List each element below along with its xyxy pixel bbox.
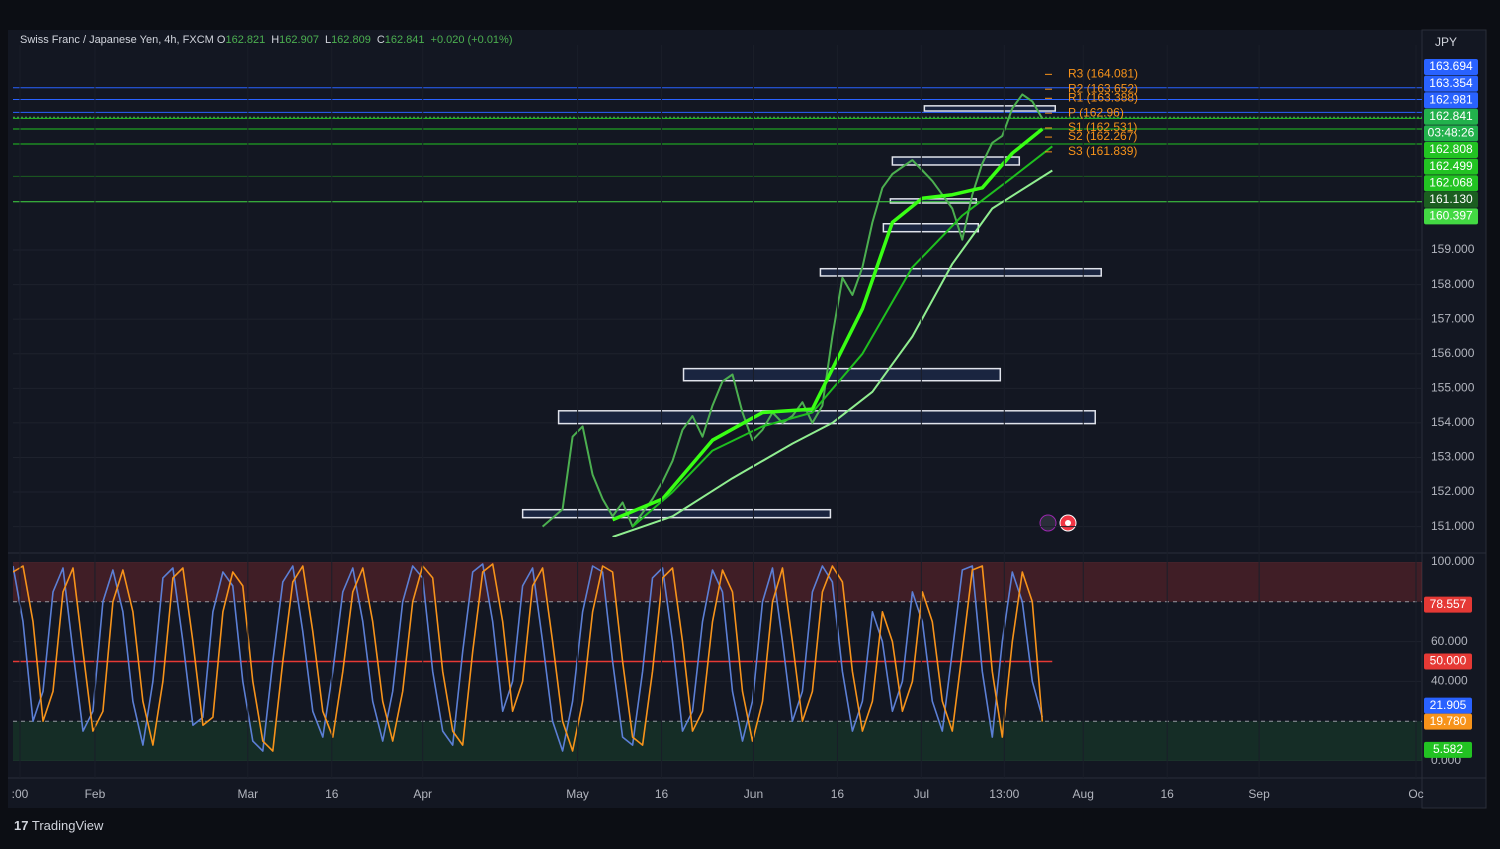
- price-tag-label: 162.981: [1429, 92, 1473, 106]
- symbol-title: Swiss Franc / Japanese Yen, 4h, FXCM: [20, 34, 214, 46]
- pivot-label: R3 (164.081): [1068, 67, 1138, 81]
- price-tag-label: 162.808: [1429, 142, 1473, 156]
- price-tag-label: 163.354: [1429, 76, 1473, 90]
- zone-box: [891, 156, 1021, 166]
- series-line: [611, 127, 1044, 522]
- price-change: +0.020 (+0.01%): [430, 34, 513, 46]
- price-tag-label: 162.841: [1429, 109, 1473, 123]
- y-tick-label: 155.000: [1431, 381, 1475, 395]
- x-tick-label: Aug: [1073, 787, 1094, 801]
- alert-icon[interactable]: [1039, 514, 1057, 532]
- pivot-label: S2 (162.267): [1068, 129, 1137, 143]
- y-tick-label: 40.000: [1431, 674, 1468, 688]
- series-line: [612, 169, 1053, 537]
- price-tag: [1424, 59, 1478, 75]
- record-icon-dot: [1065, 520, 1071, 526]
- ohlc-label: L: [324, 34, 332, 46]
- x-tick-label: :00: [12, 787, 29, 801]
- x-tick-label: 13:00: [989, 787, 1019, 801]
- y-tick-label: 153.000: [1431, 450, 1475, 464]
- y-tick-label: 156.000: [1431, 346, 1475, 360]
- x-tick-label: 16: [655, 787, 669, 801]
- currency-label: JPY: [1435, 35, 1457, 49]
- ohlc-value: 162.821: [225, 34, 266, 46]
- indicator-tag-label: 78.557: [1430, 597, 1467, 611]
- price-tag-label: 163.694: [1429, 59, 1473, 73]
- indicator-tag-label: 19.780: [1430, 714, 1467, 728]
- series-line: [13, 563, 1044, 752]
- x-tick-label: 16: [831, 787, 845, 801]
- y-tick-label: 100.000: [1431, 554, 1475, 568]
- y-tick-label: 157.000: [1431, 311, 1475, 325]
- indicator-tag: [1424, 741, 1472, 758]
- pivot-label: S1 (162.531): [1068, 120, 1137, 134]
- ohlc-label: O: [216, 34, 226, 46]
- x-tick-label: Apr: [413, 787, 432, 801]
- y-tick-label: 159.000: [1431, 242, 1475, 256]
- brand-logo[interactable]: 17 TradingView: [14, 818, 104, 833]
- x-tick-label: Jul: [914, 787, 929, 801]
- pivot-label: P (162.96): [1068, 105, 1124, 119]
- price-tag-label: 03:48:26: [1428, 126, 1475, 140]
- pivot-label: S3 (161.839): [1068, 144, 1137, 158]
- zone-box: [819, 267, 1102, 277]
- price-tag: [1424, 108, 1478, 125]
- price-tag: [1424, 208, 1478, 225]
- x-tick-label: Sep: [1248, 787, 1270, 801]
- indicator-tag: [1424, 697, 1472, 714]
- x-tick-label: Oc: [1408, 787, 1423, 801]
- price-tag: [1424, 191, 1478, 208]
- chart-background: [8, 30, 1486, 808]
- x-tick-label: May: [566, 787, 589, 801]
- price-tag: [1424, 175, 1478, 192]
- zone-box: [923, 105, 1057, 112]
- indicator-tag-label: 50.000: [1430, 654, 1467, 668]
- indicator-tag-label: 5.582: [1433, 742, 1463, 756]
- indicator-tag: [1424, 596, 1472, 613]
- oversold-zone: [13, 721, 1422, 761]
- zone-box: [557, 410, 1096, 425]
- indicator-tag: [1424, 713, 1472, 730]
- price-tag: [1424, 92, 1478, 109]
- price-tag-label: 160.397: [1429, 209, 1473, 223]
- price-tag-label: 162.499: [1429, 159, 1473, 173]
- symbol-header: Swiss Franc / Japanese Yen, 4h, FXCM O16…: [20, 34, 519, 46]
- ohlc-value: 162.907: [279, 34, 319, 46]
- price-tag-label: 161.130: [1429, 192, 1473, 206]
- price-tag-label: 162.068: [1429, 175, 1473, 189]
- ohlc-label: H: [271, 34, 280, 46]
- pivot-label: R2 (163.652): [1068, 81, 1138, 95]
- ohlc-value: 162.841: [384, 34, 425, 46]
- x-tick-label: Jun: [744, 787, 763, 801]
- x-tick-label: Mar: [237, 787, 258, 801]
- y-tick-label: 60.000: [1431, 634, 1468, 648]
- y-tick-label: 151.000: [1431, 519, 1475, 533]
- indicator-tag: [1424, 653, 1472, 670]
- price-tag: [1424, 75, 1478, 92]
- y-tick-label: 158.000: [1431, 277, 1475, 291]
- zone-box: [889, 198, 978, 204]
- y-tick-label: 152.000: [1431, 484, 1475, 498]
- price-tag: [1424, 158, 1478, 175]
- ohlc: O162.821 H162.907 L162.809 C162.841: [217, 34, 431, 46]
- price-tag: [1424, 142, 1478, 158]
- ohlc-value: 162.809: [331, 34, 371, 46]
- price-tag: [1424, 125, 1478, 142]
- indicator-tag-label: 21.905: [1430, 698, 1467, 712]
- pivot-label: R1 (163.388): [1068, 90, 1138, 104]
- ohlc-label: C: [376, 34, 385, 46]
- series-line: [13, 563, 1044, 752]
- x-tick-label: 16: [1161, 787, 1175, 801]
- y-tick-label: 154.000: [1431, 415, 1475, 429]
- brand-name: TradingView: [31, 818, 104, 833]
- x-tick-label: 16: [325, 787, 339, 801]
- x-tick-label: Feb: [85, 787, 106, 801]
